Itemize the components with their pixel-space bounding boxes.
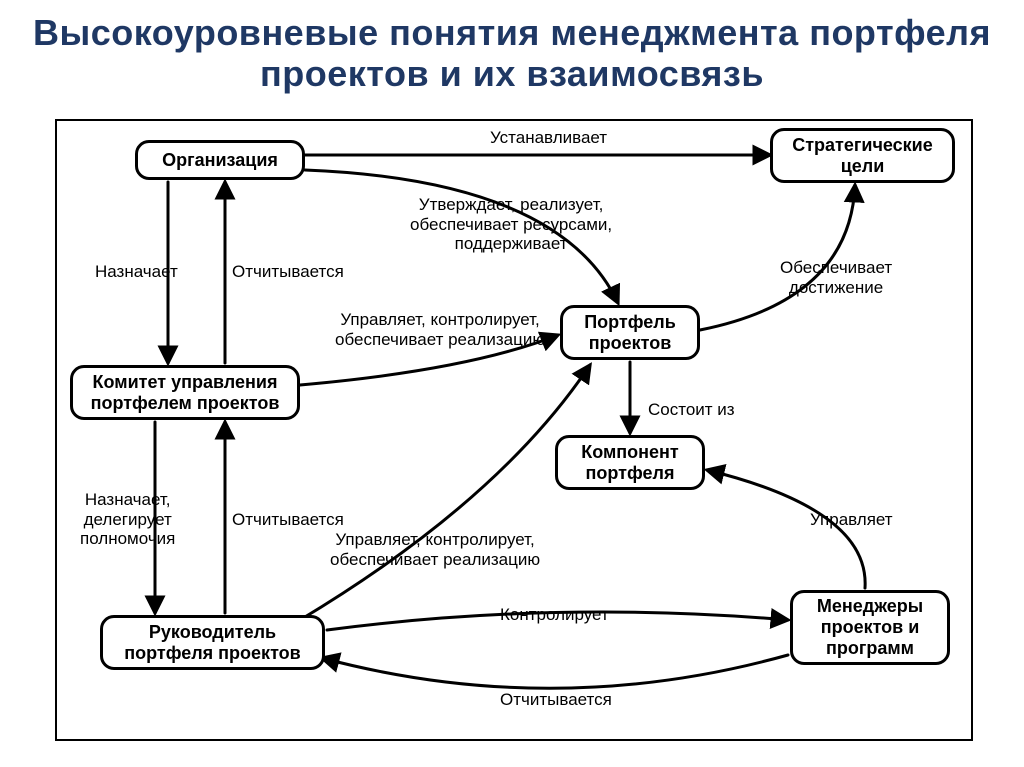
edge-label-manages-3: Управляет <box>810 510 893 530</box>
edge-label-delegates: Назначает, делегирует полномочия <box>80 490 175 549</box>
diagram-canvas: Высокоуровневые понятия менеджмента порт… <box>0 0 1024 767</box>
edge-p13 <box>322 655 788 688</box>
edge-label-assigns-1: Назначает <box>95 262 178 282</box>
node-portfolio-component: Компонент портфеля <box>555 435 705 490</box>
node-project-managers: Менеджеры проектов и программ <box>790 590 950 665</box>
edge-label-approves: Утверждает, реализует, обеспечивает ресу… <box>410 195 612 254</box>
node-strategic-goals: Стратегические цели <box>770 128 955 183</box>
edge-label-manages-1: Управляет, контролирует, обеспечивает ре… <box>335 310 545 349</box>
node-portfolio-manager: Руководитель портфеля проектов <box>100 615 325 670</box>
edge-label-sets: Устанавливает <box>490 128 607 148</box>
node-project-portfolio: Портфель проектов <box>560 305 700 360</box>
edge-label-consists-of: Состоит из <box>648 400 735 420</box>
edge-p10 <box>300 365 590 620</box>
edge-label-controls: Контролирует <box>500 605 609 625</box>
node-portfolio-committee: Комитет управления портфелем проектов <box>70 365 300 420</box>
edge-label-reports-2: Отчитывается <box>232 510 344 530</box>
edge-label-reports-3: Отчитывается <box>500 690 612 710</box>
edge-label-manages-2: Управляет, контролирует, обеспечивает ре… <box>330 530 540 569</box>
node-organization: Организация <box>135 140 305 180</box>
page-title: Высокоуровневые понятия менеджмента порт… <box>0 12 1024 95</box>
edge-label-reports-1: Отчитывается <box>232 262 344 282</box>
edge-label-ensures: Обеспечивает достижение <box>780 258 892 297</box>
